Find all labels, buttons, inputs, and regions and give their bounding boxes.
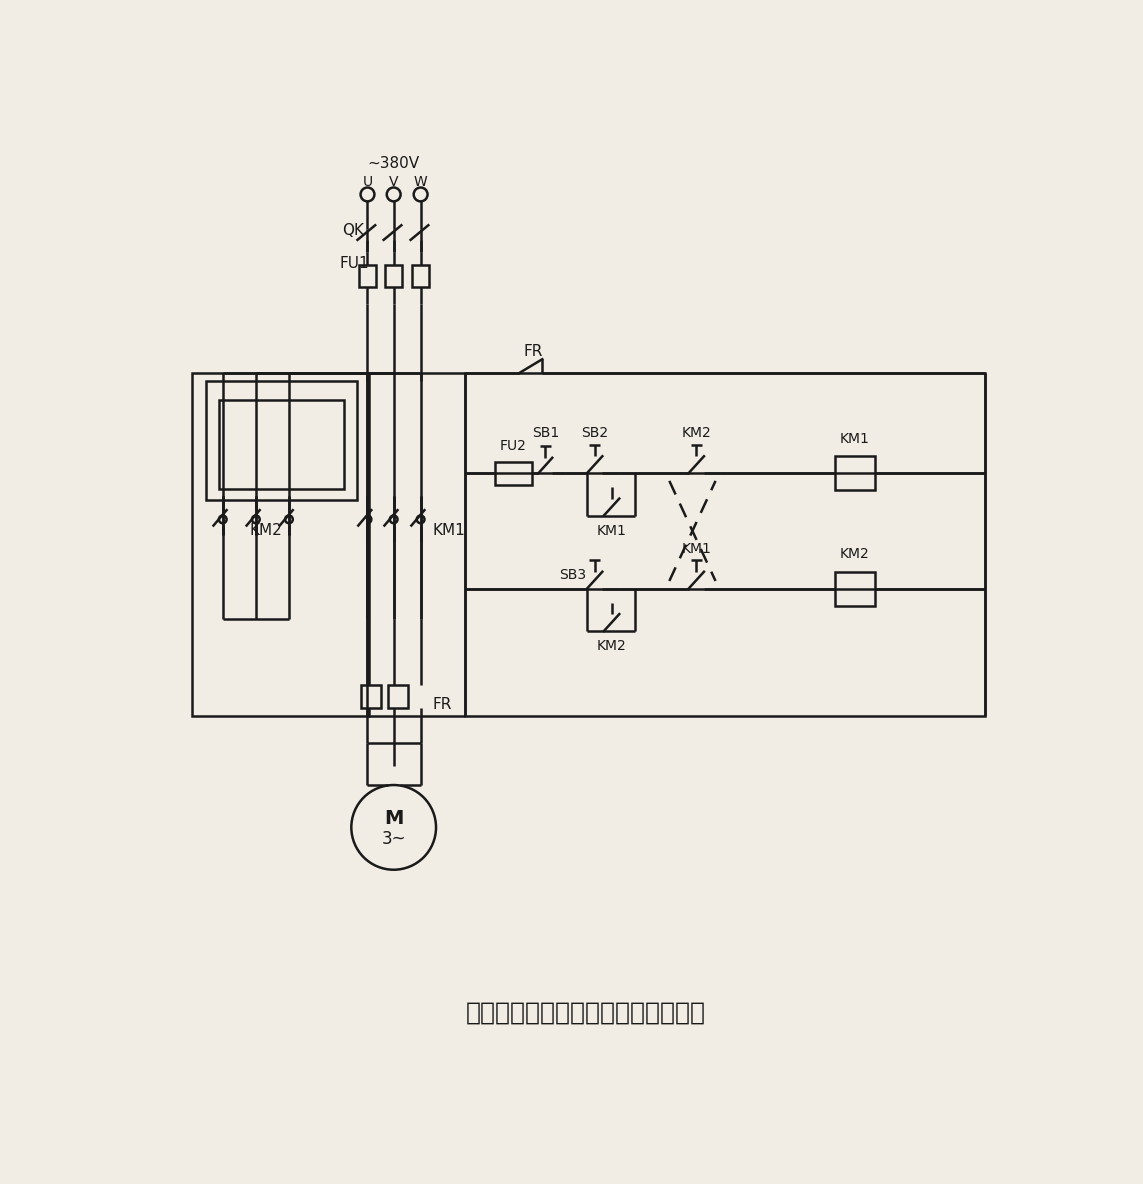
Bar	[465, 373, 985, 716]
Bar	[389, 684, 408, 708]
Bar	[361, 684, 381, 708]
Bar	[218, 400, 344, 489]
Text: KM1: KM1	[432, 523, 465, 539]
Text: KM1: KM1	[681, 541, 711, 555]
Text: FU1: FU1	[339, 256, 369, 271]
Circle shape	[417, 515, 424, 523]
Circle shape	[351, 785, 435, 870]
Text: 三相异步电动机的双重互锁控制电路: 三相异步电动机的双重互锁控制电路	[465, 1000, 705, 1024]
Text: SB1: SB1	[531, 426, 559, 440]
Text: FU2: FU2	[499, 439, 527, 453]
Circle shape	[414, 187, 427, 201]
Text: KM2: KM2	[840, 547, 870, 561]
Text: FR: FR	[523, 345, 543, 359]
Text: V: V	[389, 175, 399, 189]
Bar	[192, 373, 369, 716]
Bar	[495, 462, 531, 484]
Bar	[206, 381, 358, 500]
Bar	[413, 265, 429, 287]
Text: U: U	[362, 175, 373, 189]
Text: KM2: KM2	[597, 639, 626, 654]
Text: ~380V: ~380V	[368, 156, 419, 172]
Circle shape	[251, 515, 259, 523]
Text: KM1: KM1	[597, 525, 626, 538]
Bar	[385, 265, 402, 287]
Text: KM2: KM2	[681, 426, 711, 440]
Text: FR: FR	[432, 696, 451, 712]
Text: KM2: KM2	[249, 523, 282, 539]
Text: M: M	[384, 809, 403, 828]
Bar	[359, 265, 376, 287]
Circle shape	[363, 515, 371, 523]
Bar	[834, 456, 874, 490]
Circle shape	[218, 515, 226, 523]
Text: 3~: 3~	[382, 830, 406, 848]
Text: W: W	[414, 175, 427, 189]
Bar	[834, 572, 874, 606]
Text: QK: QK	[342, 223, 365, 238]
Circle shape	[390, 515, 398, 523]
Circle shape	[386, 187, 400, 201]
Text: SB2: SB2	[581, 426, 608, 440]
Circle shape	[360, 187, 375, 201]
Circle shape	[285, 515, 293, 523]
Text: KM1: KM1	[840, 431, 870, 445]
Text: SB3: SB3	[560, 568, 586, 581]
